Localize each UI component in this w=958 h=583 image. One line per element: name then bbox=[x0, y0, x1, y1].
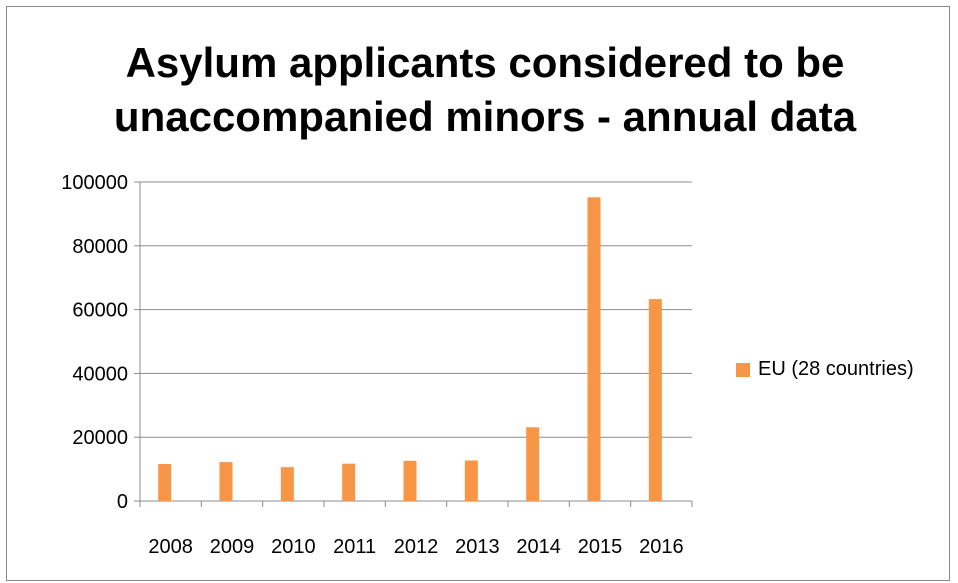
x-tick-label: 2015 bbox=[578, 536, 623, 558]
bar bbox=[280, 467, 294, 501]
x-tick-label: 2016 bbox=[639, 536, 684, 558]
x-tick-label: 2008 bbox=[148, 536, 193, 558]
chart-title: Asylum applicants considered to be unacc… bbox=[113, 39, 857, 140]
bar bbox=[158, 463, 172, 501]
chart-legend: EU (28 countries) bbox=[736, 358, 914, 381]
bar bbox=[464, 460, 478, 501]
x-tick-label: 2011 bbox=[333, 536, 376, 558]
y-tick-label: 40000 bbox=[72, 363, 128, 385]
bar bbox=[342, 463, 356, 501]
x-tick-label: 2013 bbox=[455, 536, 500, 558]
x-tick-label: 2009 bbox=[210, 536, 255, 558]
bar bbox=[526, 427, 540, 501]
y-tick-label: 60000 bbox=[72, 300, 128, 322]
y-tick-label: 100000 bbox=[61, 172, 128, 194]
bar bbox=[587, 197, 601, 501]
legend-label: EU (28 countries) bbox=[758, 358, 914, 380]
bar bbox=[219, 462, 233, 501]
legend-swatch bbox=[736, 362, 750, 377]
bar bbox=[403, 460, 417, 501]
x-tick-label: 2014 bbox=[516, 536, 561, 558]
bar bbox=[648, 299, 662, 501]
y-tick-label: 0 bbox=[117, 491, 128, 513]
y-tick-label: 80000 bbox=[72, 236, 128, 258]
x-tick-label: 2010 bbox=[271, 536, 316, 558]
x-tick-label: 2012 bbox=[394, 536, 439, 558]
y-tick-label: 20000 bbox=[72, 427, 128, 449]
